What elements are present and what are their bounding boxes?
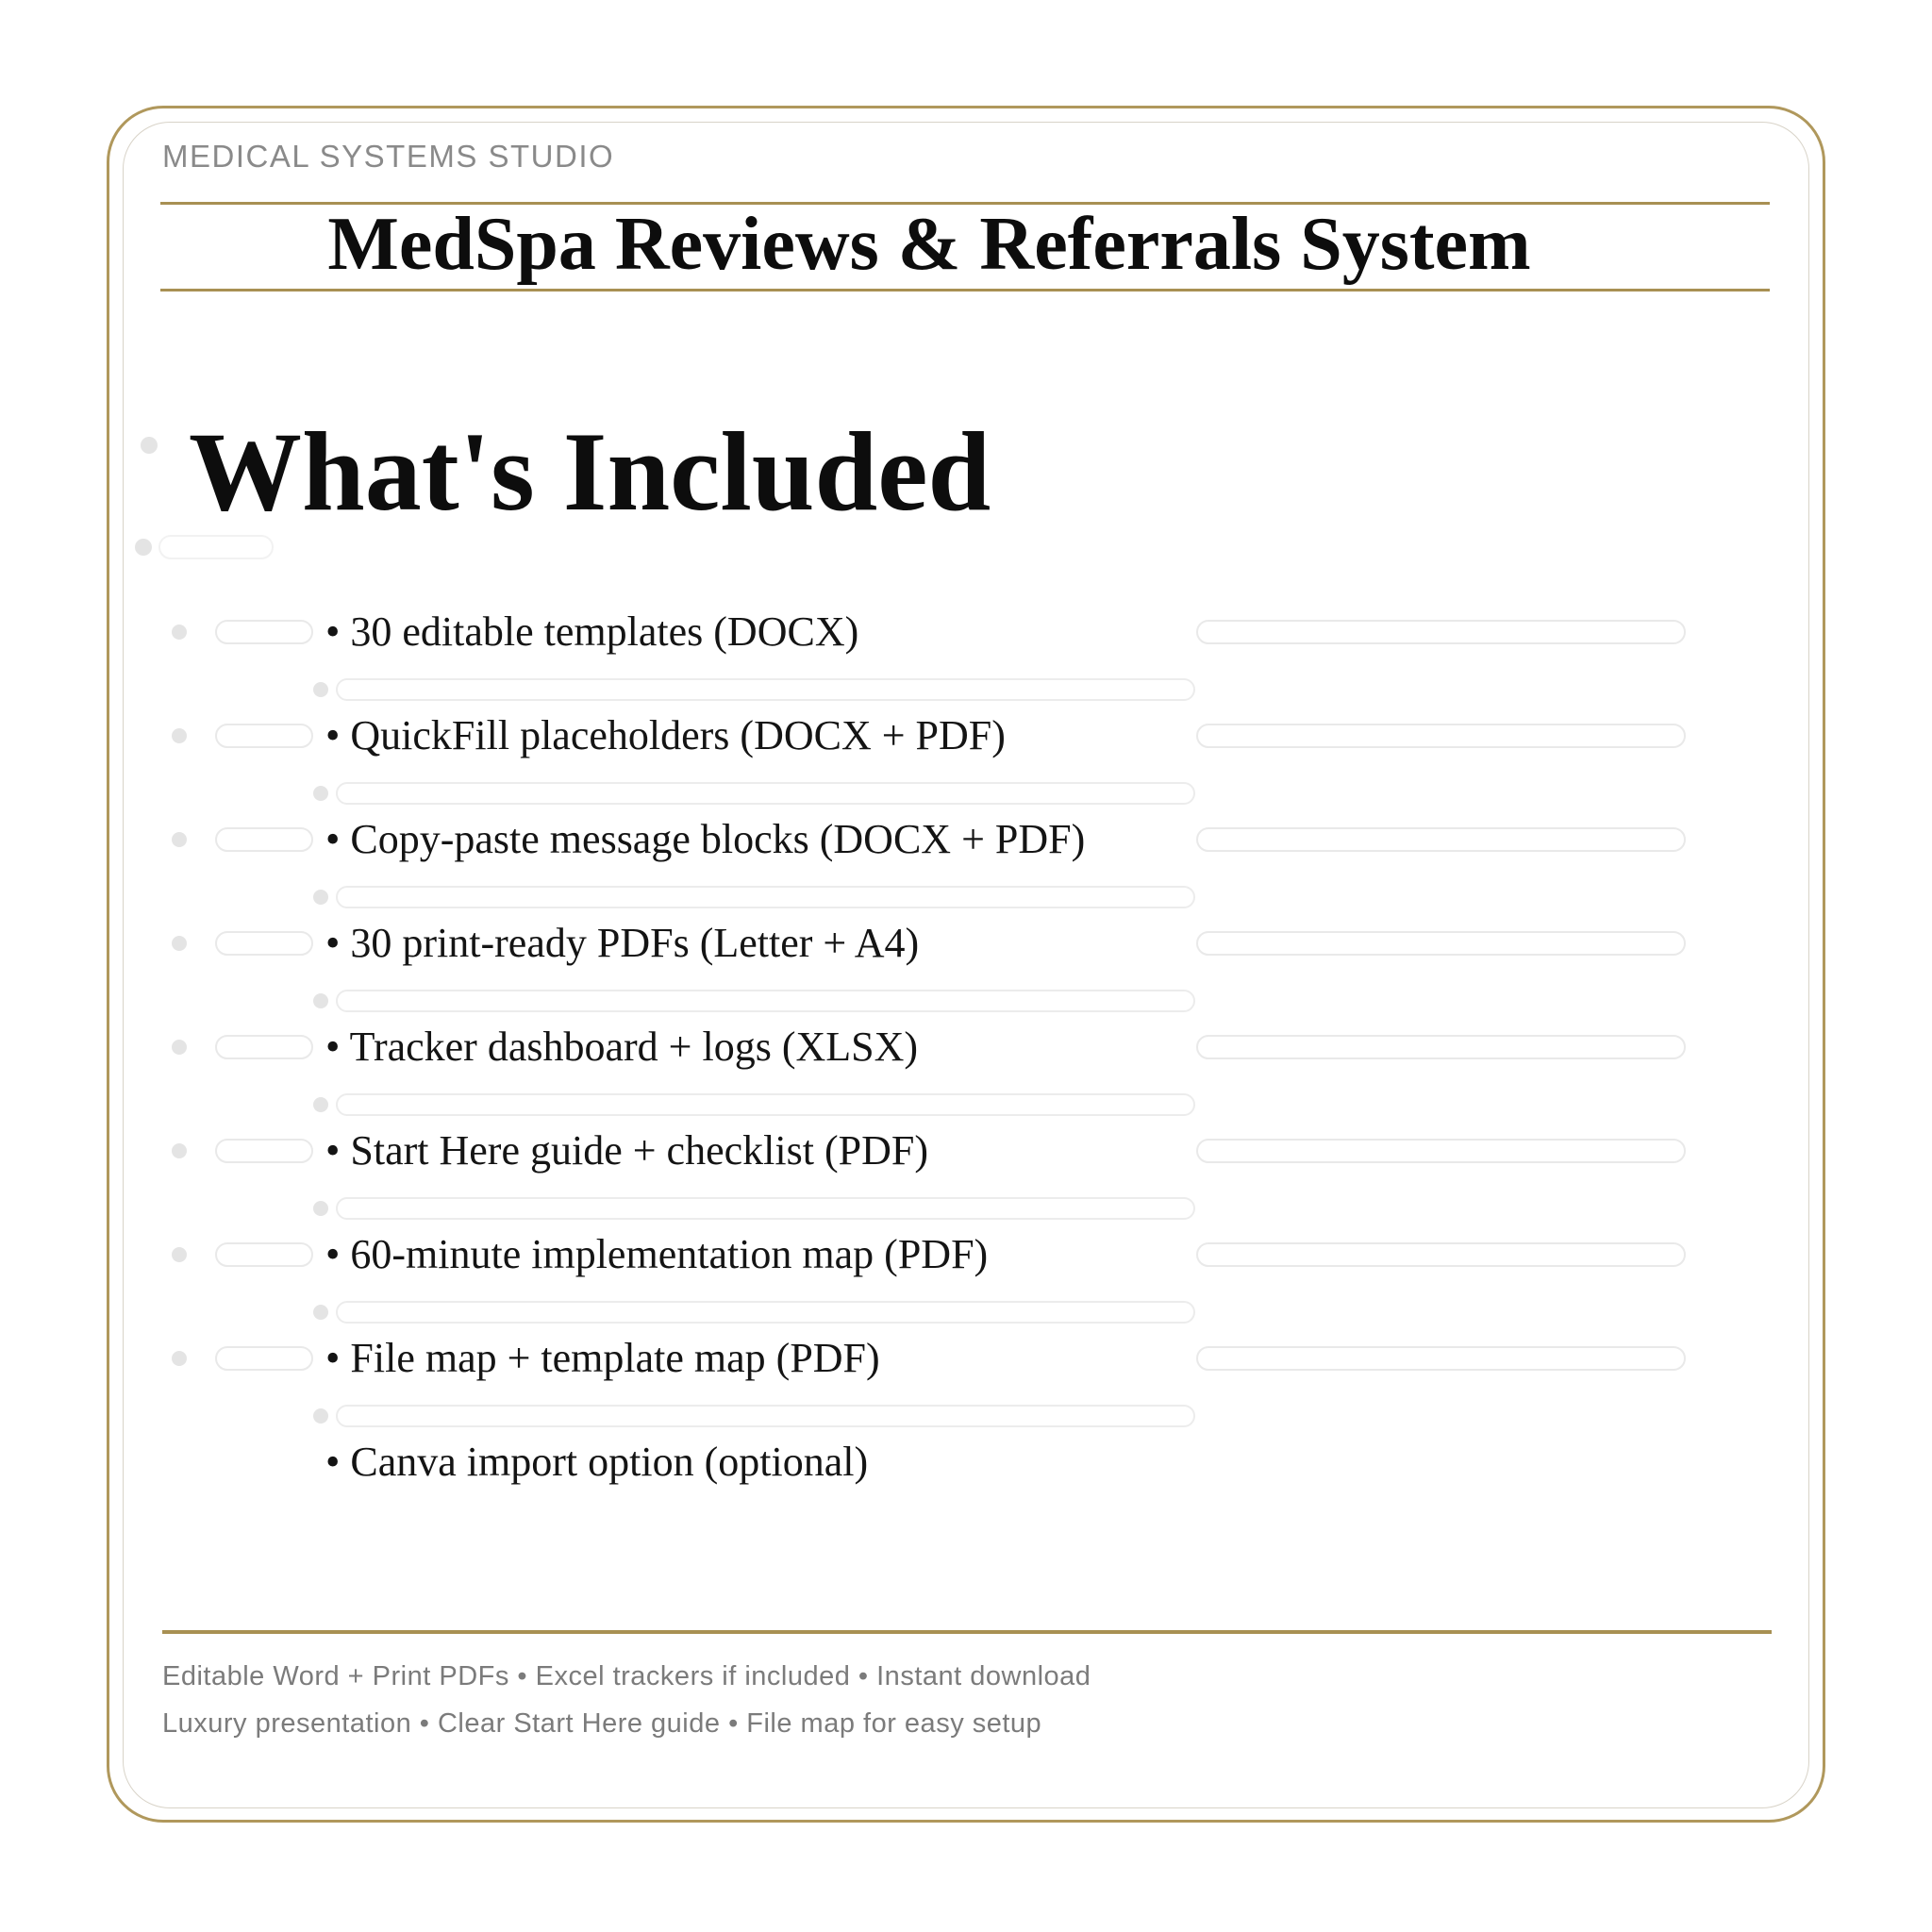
skeleton-gap-line xyxy=(336,1197,1195,1220)
skeleton-pill-left xyxy=(215,724,313,748)
skeleton-dot xyxy=(313,1305,328,1320)
skeleton-pill-left xyxy=(215,1346,313,1371)
skeleton-dot xyxy=(313,1097,328,1112)
skeleton-gap-line xyxy=(336,678,1195,701)
footer-presentation-line: Luxury presentation • Clear Start Here g… xyxy=(162,1708,1042,1739)
skeleton-dot xyxy=(172,936,187,951)
skeleton-dot xyxy=(172,1351,187,1366)
skeleton-dot xyxy=(313,1201,328,1216)
skeleton-gap-line xyxy=(336,1405,1195,1427)
skeleton-gap-line xyxy=(336,782,1195,805)
skeleton-dot xyxy=(172,832,187,847)
skeleton-line-right xyxy=(1196,1242,1686,1267)
skeleton-line-right xyxy=(1196,827,1686,852)
gold-divider-top xyxy=(160,202,1770,205)
skeleton-pill-left xyxy=(215,1242,313,1267)
skeleton-dot xyxy=(172,1143,187,1158)
skeleton-pill-left xyxy=(215,827,313,852)
skeleton-gap-line xyxy=(336,990,1195,1012)
list-item: • File map + template map (PDF) xyxy=(325,1335,880,1381)
skeleton-dot xyxy=(172,625,187,640)
skeleton-dot xyxy=(135,539,152,556)
list-item: • Tracker dashboard + logs (XLSX) xyxy=(325,1024,919,1070)
skeleton-dot xyxy=(172,1040,187,1055)
skeleton-dot xyxy=(313,786,328,801)
gold-divider-footer xyxy=(162,1630,1772,1634)
skeleton-dot xyxy=(141,437,158,454)
skeleton-pill-left xyxy=(215,1035,313,1059)
skeleton-dot xyxy=(313,993,328,1008)
brand-name: MEDICAL SYSTEMS STUDIO xyxy=(162,139,615,174)
skeleton-pill-left xyxy=(215,620,313,644)
skeleton-line-right xyxy=(1196,1035,1686,1059)
skeleton-pill-left xyxy=(215,931,313,956)
skeleton-gap-line xyxy=(336,1301,1195,1324)
skeleton-line-right xyxy=(1196,931,1686,956)
skeleton-line-right xyxy=(1196,724,1686,748)
skeleton-pill-left xyxy=(215,1139,313,1163)
outer-gold-border xyxy=(107,106,1825,1823)
list-item: • 60-minute implementation map (PDF) xyxy=(325,1231,989,1277)
footer-benefits-line: Editable Word + Print PDFs • Excel track… xyxy=(162,1661,1091,1691)
skeleton-line-right xyxy=(1196,1139,1686,1163)
skeleton-gap-line xyxy=(336,1093,1195,1116)
list-item: • Start Here guide + checklist (PDF) xyxy=(325,1127,928,1174)
skeleton-dot xyxy=(172,728,187,743)
list-item: • 30 editable templates (DOCX) xyxy=(325,608,859,655)
product-title: MedSpa Reviews & Referrals System xyxy=(327,203,1531,286)
skeleton-dot xyxy=(313,1408,328,1424)
skeleton-stub xyxy=(158,535,274,559)
skeleton-dot xyxy=(172,1247,187,1262)
skeleton-gap-line xyxy=(336,886,1195,908)
gold-divider-under-title xyxy=(160,289,1770,291)
section-heading: What's Included xyxy=(189,408,991,534)
list-item: • QuickFill placeholders (DOCX + PDF) xyxy=(325,712,1006,758)
list-item: • Copy-paste message blocks (DOCX + PDF) xyxy=(325,816,1086,862)
skeleton-dot xyxy=(313,890,328,905)
list-item: • Canva import option (optional) xyxy=(325,1439,869,1485)
skeleton-line-right xyxy=(1196,1346,1686,1371)
skeleton-line-right xyxy=(1196,620,1686,644)
skeleton-dot xyxy=(313,682,328,697)
inner-hairline-border xyxy=(123,122,1809,1808)
list-item: • 30 print-ready PDFs (Letter + A4) xyxy=(325,920,920,966)
